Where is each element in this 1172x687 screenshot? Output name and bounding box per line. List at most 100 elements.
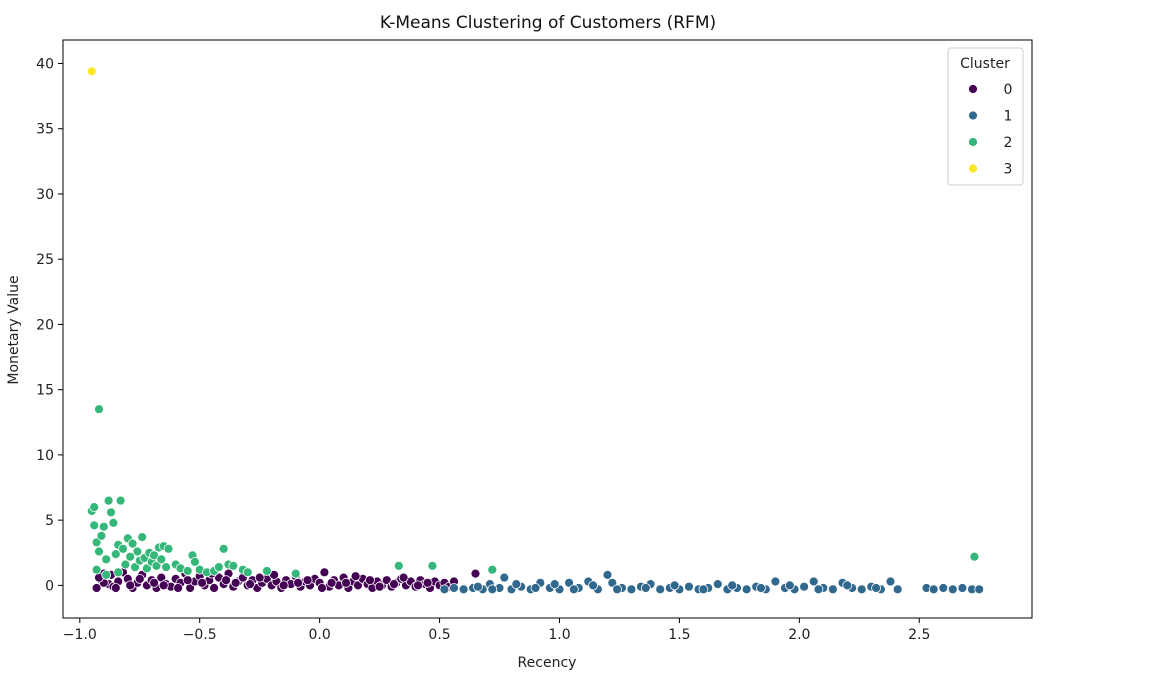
- data-point-cluster-0: [365, 575, 375, 586]
- data-point-cluster-0: [302, 575, 313, 586]
- data-point-cluster-2: [101, 570, 112, 580]
- x-tick-label: 1.5: [668, 627, 690, 643]
- data-point-cluster-1: [712, 579, 723, 589]
- data-point-cluster-0: [413, 580, 423, 591]
- data-point-cluster-0: [182, 575, 193, 586]
- data-point-cluster-2: [969, 551, 980, 562]
- x-tick-label: 0.0: [309, 627, 331, 643]
- plot-area: [62, 39, 1033, 619]
- data-point-cluster-1: [684, 581, 694, 592]
- data-point-cluster-1: [607, 577, 618, 588]
- data-point-cluster-2: [161, 562, 172, 572]
- x-tick-label: 0.5: [428, 627, 450, 643]
- chart-title: K-Means Clustering of Customers (RFM): [380, 13, 716, 33]
- x-tick-label: 2.0: [788, 627, 810, 643]
- x-tick-label: −0.5: [183, 627, 217, 643]
- legend-title: Cluster: [960, 56, 1010, 72]
- data-point-cluster-2: [127, 538, 138, 549]
- x-tick-label: 1.0: [548, 627, 570, 643]
- data-point-cluster-2: [261, 566, 272, 576]
- data-point-cluster-1: [799, 581, 809, 592]
- data-point-cluster-0: [293, 577, 304, 588]
- data-point-cluster-1: [957, 583, 968, 593]
- data-point-cluster-1: [856, 584, 867, 595]
- data-point-cluster-2: [94, 404, 104, 415]
- data-point-cluster-1: [530, 583, 541, 593]
- data-point-cluster-2: [182, 566, 193, 576]
- data-point-cluster-1: [813, 584, 824, 595]
- data-point-cluster-2: [113, 567, 124, 578]
- data-point-cluster-0: [317, 583, 327, 593]
- data-point-cluster-2: [242, 567, 253, 578]
- y-tick-label: 20: [36, 317, 54, 333]
- data-point-cluster-2: [89, 520, 100, 531]
- y-axis-label: Monetary Value: [6, 275, 22, 384]
- data-point-cluster-1: [626, 584, 637, 595]
- y-tick-label: 35: [36, 122, 54, 138]
- data-point-cluster-1: [511, 579, 522, 589]
- data-point-cluster-0: [326, 577, 337, 588]
- y-tick-label: 25: [36, 252, 54, 268]
- data-point-cluster-0: [350, 571, 361, 582]
- x-axis-label: Recency: [518, 655, 577, 671]
- data-point-cluster-2: [213, 562, 224, 572]
- data-point-cluster-2: [91, 537, 102, 548]
- data-point-cluster-1: [569, 584, 579, 595]
- data-point-cluster-0: [158, 580, 169, 591]
- plot-frame: [62, 39, 1033, 619]
- data-point-cluster-1: [808, 576, 819, 587]
- data-point-cluster-1: [439, 584, 450, 595]
- data-point-cluster-0: [149, 577, 160, 588]
- data-point-cluster-2: [141, 563, 152, 574]
- data-point-cluster-2: [101, 554, 112, 565]
- data-point-cluster-0: [470, 568, 481, 579]
- data-point-cluster-1: [947, 584, 958, 595]
- data-point-cluster-1: [487, 584, 498, 595]
- data-point-cluster-2: [89, 502, 100, 513]
- data-point-cluster-0: [110, 583, 121, 593]
- data-point-cluster-2: [393, 560, 404, 571]
- points-layer: [86, 66, 985, 595]
- y-tick-label: 15: [36, 383, 54, 399]
- data-point-cluster-1: [655, 584, 666, 595]
- data-point-cluster-2: [137, 532, 148, 542]
- data-point-cluster-1: [892, 584, 903, 595]
- data-point-cluster-0: [173, 583, 184, 593]
- y-tick-label: 10: [36, 448, 54, 464]
- legend-marker: [968, 110, 978, 121]
- legend-items: 0 1 2 3: [968, 82, 1013, 178]
- data-point-cluster-0: [341, 577, 351, 588]
- data-point-cluster-2: [125, 551, 136, 562]
- data-point-cluster-1: [741, 584, 752, 595]
- y-axis: 0 5 10 15 20 25 30 35 40: [36, 56, 63, 594]
- data-point-cluster-1: [449, 583, 459, 593]
- data-point-cluster-0: [245, 579, 256, 589]
- data-point-cluster-1: [756, 583, 766, 593]
- data-point-cluster-2: [120, 559, 131, 570]
- data-point-cluster-0: [353, 580, 363, 591]
- data-point-cluster-1: [564, 577, 574, 588]
- data-point-cluster-2: [108, 517, 119, 528]
- data-point-cluster-2: [427, 560, 438, 571]
- data-point-cluster-2: [487, 564, 498, 575]
- data-point-cluster-2: [106, 507, 116, 518]
- data-point-cluster-0: [398, 572, 409, 583]
- data-point-cluster-2: [91, 564, 102, 575]
- legend-label: 2: [1004, 135, 1013, 151]
- data-point-cluster-1: [602, 570, 613, 580]
- data-point-cluster-0: [389, 579, 399, 589]
- data-point-cluster-0: [221, 575, 232, 586]
- legend-label: 1: [1004, 109, 1013, 125]
- legend-marker: [968, 163, 978, 174]
- legend-label: 3: [1004, 162, 1013, 178]
- data-point-cluster-0: [319, 567, 330, 578]
- data-point-cluster-1: [472, 581, 483, 592]
- data-point-cluster-1: [928, 584, 939, 595]
- data-point-cluster-1: [549, 579, 560, 589]
- data-point-cluster-0: [254, 572, 265, 583]
- data-point-cluster-1: [727, 580, 738, 591]
- data-point-cluster-1: [640, 583, 651, 593]
- data-point-cluster-0: [278, 580, 289, 591]
- data-point-cluster-2: [290, 568, 301, 579]
